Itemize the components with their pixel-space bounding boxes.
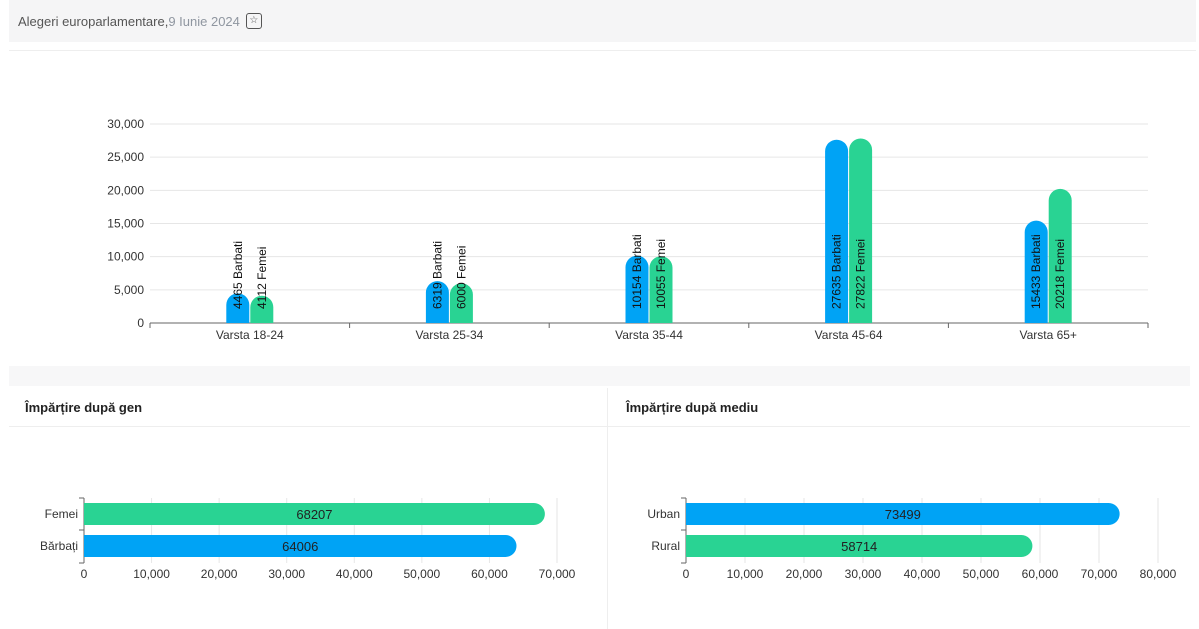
y-tick-label: 5,000 xyxy=(114,283,144,297)
star-box-icon[interactable]: ☆ xyxy=(245,13,262,29)
y-tick-label: 10,000 xyxy=(107,250,144,264)
x-category-label: Varsta 18-24 xyxy=(216,328,284,342)
x-tick-label: 20,000 xyxy=(786,567,823,581)
bar-value-label: 15433 Barbati xyxy=(1029,234,1043,309)
bar-value-label: 20218 Femei xyxy=(1053,239,1067,309)
x-tick-label: 30,000 xyxy=(268,567,305,581)
bar-barbati xyxy=(226,293,250,323)
x-tick-label: 10,000 xyxy=(727,567,764,581)
bar-value-label: 64006 xyxy=(282,539,318,554)
y-tick-label: 25,000 xyxy=(107,150,144,164)
y-category-label: Femei xyxy=(45,507,78,521)
x-tick-label: 70,000 xyxy=(539,567,576,581)
x-tick-label: 60,000 xyxy=(471,567,508,581)
gender-split-chart: 0 10,000 20,000 30,000 40,000 50,000 60,000 70,… xyxy=(40,497,576,581)
y-category-label: Bărbați xyxy=(40,539,78,553)
panel-separator xyxy=(607,388,608,629)
x-tick-label: 20,000 xyxy=(201,567,238,581)
bar-barbati xyxy=(1024,220,1048,323)
header-divider xyxy=(9,50,1196,51)
bar-value-label: 73499 xyxy=(885,507,921,522)
bar-femei xyxy=(449,283,473,323)
x-category-label: Varsta 25-34 xyxy=(415,328,483,342)
area-panel-title: Împărțire după mediu xyxy=(626,400,759,415)
bar-value-label: 4465 Barbati xyxy=(231,241,245,309)
x-tick-label: 70,000 xyxy=(1081,567,1118,581)
x-tick-label: 10,000 xyxy=(133,567,170,581)
page-header: Alegeri europarlamentare , 9 Iunie 2024 … xyxy=(9,0,1196,42)
hbar-bărbați xyxy=(84,535,517,557)
x-category-label: Varsta 35-44 xyxy=(615,328,683,342)
bar-femei xyxy=(649,256,673,323)
y-tick-label: 30,000 xyxy=(107,117,144,131)
y-tick-label: 20,000 xyxy=(107,183,144,197)
bar-value-label: 27822 Femei xyxy=(854,239,868,309)
x-category-label: Varsta 45-64 xyxy=(815,328,883,342)
x-tick-label: 40,000 xyxy=(336,567,373,581)
bar-femei xyxy=(250,295,274,323)
x-tick-label: 60,000 xyxy=(1022,567,1059,581)
bar-value-label: 27635 Barbati xyxy=(830,234,844,309)
x-tick-label: 0 xyxy=(683,567,690,581)
bar-value-label: 58714 xyxy=(841,539,877,554)
bar-value-label: 4112 Femei xyxy=(255,247,269,309)
bar-barbati xyxy=(625,255,649,323)
panel-title-divider xyxy=(9,426,1190,427)
bar-value-label: 6319 Barbati xyxy=(430,241,444,309)
bar-value-label: 68207 xyxy=(296,507,332,522)
hbar-urban xyxy=(686,503,1120,525)
age-group-chart: 0 5,000 10,000 15,000 20,000 25,000 30,000 4465… xyxy=(107,117,1149,342)
hbar-rural xyxy=(686,535,1033,557)
y-category-label: Urban xyxy=(647,507,680,521)
area-split-chart: 0 10,000 20,000 30,000 40,000 50,000 60,000 70,… xyxy=(647,497,1177,581)
y-category-label: Rural xyxy=(651,539,680,553)
bar-barbati xyxy=(425,281,449,323)
y-tick-label: 0 xyxy=(137,316,144,330)
x-tick-label: 30,000 xyxy=(845,567,882,581)
y-tick-label: 15,000 xyxy=(107,217,144,231)
gender-panel-title: Împărțire după gen xyxy=(25,400,143,415)
page-title: Alegeri europarlamentare xyxy=(18,13,165,29)
bar-femei xyxy=(849,138,873,323)
x-tick-label: 50,000 xyxy=(963,567,1000,581)
bar-femei xyxy=(1048,188,1072,323)
x-tick-label: 50,000 xyxy=(404,567,441,581)
bar-value-label: 10154 Barbati xyxy=(630,234,644,309)
x-category-label: Varsta 65+ xyxy=(1019,328,1076,342)
election-date: 9 Iunie 2024 xyxy=(168,13,240,29)
x-tick-label: 80,000 xyxy=(1140,567,1177,581)
bar-value-label: 10055 Femei xyxy=(654,239,668,309)
title-separator: , xyxy=(164,13,169,29)
bar-value-label: 6000 Femei xyxy=(454,246,468,309)
x-tick-label: 0 xyxy=(81,567,88,581)
section-gap xyxy=(9,366,1190,386)
bar-barbati xyxy=(825,139,849,323)
hbar-femei xyxy=(84,503,545,525)
x-tick-label: 40,000 xyxy=(904,567,941,581)
